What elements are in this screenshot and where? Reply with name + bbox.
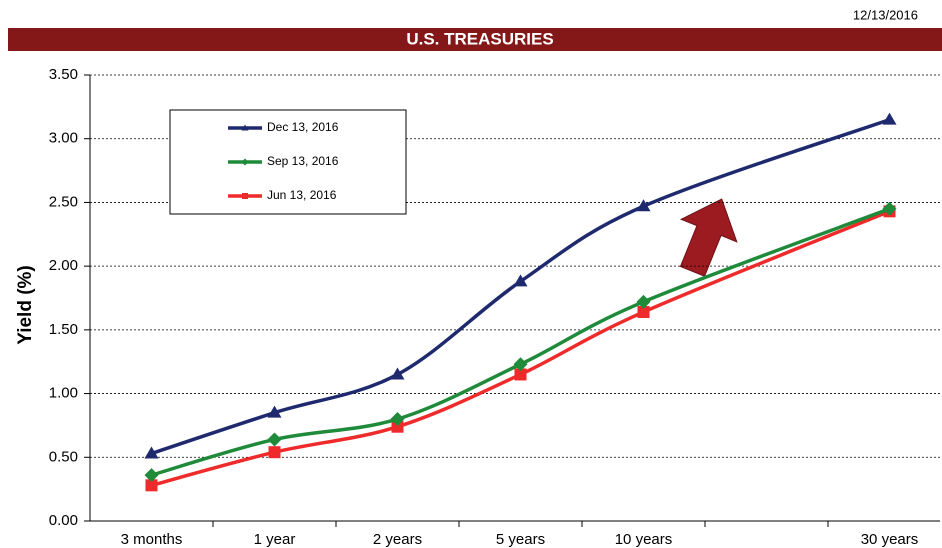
legend-label: Sep 13, 2016 bbox=[267, 154, 339, 168]
x-tick-label: 5 years bbox=[496, 531, 545, 548]
marker bbox=[637, 306, 650, 319]
legend-label: Jun 13, 2016 bbox=[267, 188, 337, 202]
marker bbox=[390, 412, 405, 427]
y-axis-label: Yield (%) bbox=[15, 265, 36, 345]
x-tick-label: 10 years bbox=[615, 531, 673, 548]
marker bbox=[513, 274, 528, 287]
title-bar bbox=[8, 28, 942, 51]
marker bbox=[144, 446, 159, 459]
marker bbox=[241, 124, 249, 131]
marker bbox=[514, 368, 527, 381]
y-tick-label: 1.00 bbox=[49, 385, 78, 402]
y-tick-label: 1.50 bbox=[49, 321, 78, 338]
marker bbox=[636, 199, 651, 212]
marker bbox=[144, 468, 159, 483]
legend-box bbox=[169, 109, 407, 215]
x-tick-label: 3 months bbox=[121, 531, 183, 548]
arrow bbox=[679, 198, 738, 277]
chart-title: U.S. TREASURIES bbox=[406, 29, 553, 48]
marker bbox=[882, 201, 897, 216]
marker bbox=[268, 446, 281, 459]
y-tick-label: 0.00 bbox=[49, 512, 78, 529]
marker bbox=[391, 420, 404, 433]
y-tick-label: 2.00 bbox=[49, 257, 78, 274]
marker bbox=[241, 158, 249, 166]
marker bbox=[390, 367, 405, 380]
legend-label: Dec 13, 2016 bbox=[267, 120, 339, 134]
y-tick-label: 0.50 bbox=[49, 448, 78, 465]
x-tick-label: 2 years bbox=[373, 531, 422, 548]
marker bbox=[267, 405, 282, 418]
y-tick-label: 2.50 bbox=[49, 193, 78, 210]
x-tick-label: 30 years bbox=[861, 531, 919, 548]
marker bbox=[145, 479, 158, 492]
x-tick-label: 1 year bbox=[254, 531, 296, 548]
series-line bbox=[151, 207, 891, 477]
marker bbox=[242, 193, 248, 199]
y-tick-label: 3.00 bbox=[49, 130, 78, 147]
marker bbox=[636, 294, 651, 309]
marker bbox=[267, 432, 282, 447]
marker bbox=[513, 357, 528, 372]
y-tick-label: 3.50 bbox=[49, 66, 78, 83]
marker bbox=[882, 112, 897, 125]
date: 12/13/2016 bbox=[853, 7, 918, 22]
